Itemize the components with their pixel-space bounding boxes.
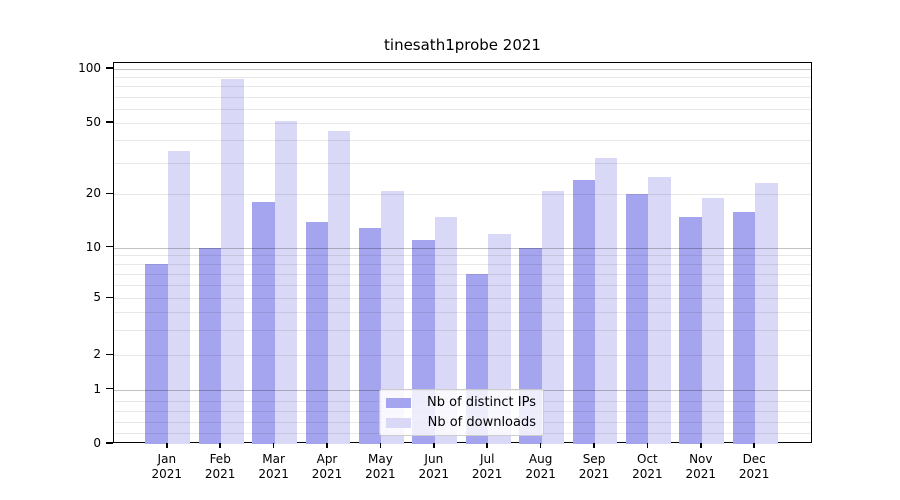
x-tick-mark-jan: [166, 443, 168, 448]
minor-gridline-40: [114, 140, 811, 142]
y-tick-label-0: 0: [93, 436, 101, 450]
x-tick-label-jun: Jun 2021: [418, 452, 450, 481]
y-tick-label-10: 10: [85, 239, 101, 254]
y-tick-label-2: 2: [93, 347, 101, 362]
x-tick-label-may: May 2021: [365, 452, 396, 481]
y-tick-mark-50: [106, 121, 113, 123]
x-tick-mark-dec: [753, 443, 755, 448]
y-tick-label-50: 50: [85, 115, 101, 129]
bar-ips-sep: [572, 180, 595, 444]
bar-ips-feb: [198, 247, 222, 444]
x-tick-mark-jun: [433, 443, 435, 448]
x-tick-mark-nov: [700, 443, 702, 448]
minor-gridline-7: [114, 273, 811, 275]
minor-gridline-80: [114, 86, 811, 88]
chart-title: tinesath1probe 2021: [384, 36, 541, 54]
x-tick-label-dec: Dec 2021: [738, 452, 770, 481]
plot-area: [113, 62, 812, 444]
minor-gridline-9: [114, 255, 811, 257]
x-tick-mark-sep: [593, 443, 595, 448]
x-tick-label-oct: Oct 2021: [632, 452, 663, 481]
y-tick-mark-10: [106, 245, 113, 248]
minor-gridline-60: [114, 108, 811, 110]
legend-label-distinct-ips: Nb of distinct IPs: [427, 395, 536, 410]
major-gridline-10: [114, 247, 811, 249]
bar-downloads-oct: [648, 176, 671, 444]
minor-gridline-8: [114, 264, 811, 265]
x-tick-mark-jul: [486, 443, 488, 448]
x-tick-mark-mar: [272, 443, 275, 448]
bar-ips-oct: [626, 194, 649, 444]
bar-downloads-dec: [755, 183, 778, 444]
bar-downloads-apr: [328, 131, 351, 444]
x-tick-label-apr: Apr 2021: [311, 452, 343, 481]
bar-downloads-may: [381, 190, 404, 444]
minor-gridline-2: [114, 355, 811, 357]
x-tick-label-mar: Mar 2021: [258, 452, 289, 481]
x-tick-label-jul: Jul 2021: [471, 452, 503, 481]
y-tick-mark-0: [106, 442, 113, 444]
legend-swatch-distinct-ips: [386, 397, 411, 408]
x-tick-mark-feb: [219, 443, 221, 448]
x-tick-label-aug: Aug 2021: [525, 452, 556, 481]
bar-ips-nov: [679, 216, 702, 444]
x-tick-mark-oct: [646, 443, 649, 448]
legend-swatch-downloads: [386, 417, 411, 428]
legend-item-distinct-ips: Nb of distinct IPs: [386, 395, 536, 410]
bar-ips-dec: [732, 211, 756, 444]
bar-ips-mar: [252, 202, 275, 444]
grid-layer: [114, 63, 811, 442]
minor-gridline-4: [114, 312, 811, 314]
x-tick-label-jan: Jan 2021: [151, 452, 183, 481]
bar-downloads-nov: [701, 198, 725, 444]
y-tick-label-20: 20: [85, 186, 101, 201]
x-tick-mark-apr: [326, 443, 328, 448]
legend-label-downloads: Nb of downloads: [427, 415, 536, 430]
bar-downloads-aug: [541, 190, 564, 444]
x-tick-label-nov: Nov 2021: [685, 452, 717, 481]
minor-gridline-5: [114, 298, 811, 300]
bar-downloads-sep: [595, 157, 618, 444]
x-tick-label-feb: Feb 2021: [204, 452, 236, 481]
minor-gridline-70: [114, 96, 811, 98]
minor-gridline-6: [114, 285, 811, 286]
bar-downloads-feb: [221, 78, 244, 444]
x-tick-mark-may: [379, 443, 382, 448]
y-tick-mark-20: [106, 192, 113, 195]
x-tick-mark-aug: [539, 443, 542, 448]
bar-ips-apr: [305, 221, 328, 444]
y-tick-label-1: 1: [93, 381, 101, 396]
y-tick-mark-100: [106, 67, 113, 69]
x-tick-label-sep: Sep 2021: [578, 452, 610, 481]
bar-downloads-jun: [434, 216, 458, 444]
minor-gridline-30: [114, 162, 811, 164]
bar-downloads-mar: [274, 121, 297, 444]
legend: Nb of distinct IPs Nb of downloads: [379, 389, 544, 436]
y-tick-mark-5: [106, 296, 113, 299]
minor-gridline-3: [114, 330, 811, 332]
y-tick-mark-2: [106, 353, 113, 356]
y-tick-label-100: 100: [78, 60, 101, 75]
major-gridline-100: [114, 68, 811, 70]
bar-ips-may: [359, 227, 382, 444]
minor-gridline-20: [114, 194, 811, 196]
minor-gridline-90: [114, 77, 811, 78]
y-tick-label-5: 5: [93, 290, 101, 305]
bar-downloads-jan: [167, 150, 191, 444]
bar-ips-jan: [145, 264, 168, 444]
y-tick-mark-1: [106, 387, 113, 390]
legend-item-downloads: Nb of downloads: [386, 415, 536, 430]
minor-gridline-50: [114, 123, 811, 124]
